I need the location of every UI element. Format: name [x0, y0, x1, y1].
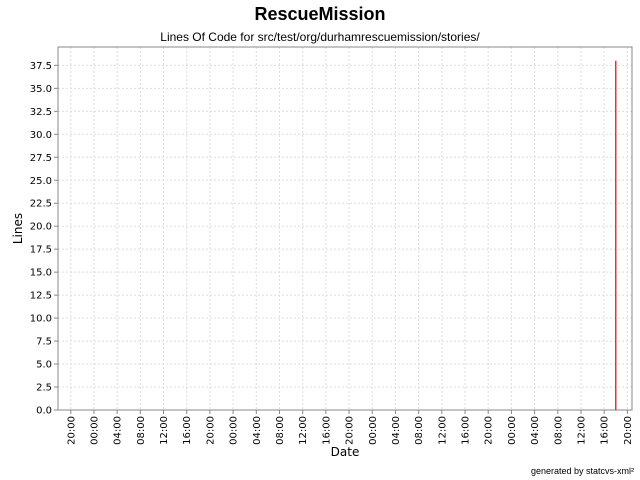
x-tick-label: 20:00	[623, 416, 634, 445]
y-axis-label: Lines	[11, 213, 25, 244]
grid-lines	[58, 47, 632, 411]
x-tick-label: 04:00	[113, 416, 124, 445]
x-tick-label: 08:00	[414, 416, 425, 445]
y-tick-label: 30.0	[30, 130, 52, 141]
x-tick-label: 16:00	[461, 416, 472, 445]
y-tick-label: 17.5	[30, 245, 52, 256]
chart-subtitle: Lines Of Code for src/test/org/durhamres…	[160, 30, 480, 44]
x-tick-label: 12:00	[159, 416, 170, 445]
x-tick-label: 16:00	[321, 416, 332, 445]
y-tick-label: 10.0	[30, 314, 52, 325]
x-axis: 20:00 00:00 04:00 08:00 12:00 16:00 20:00 00:00…	[66, 410, 634, 445]
y-tick-label: 25.0	[30, 176, 52, 187]
y-tick-label: 20.0	[30, 222, 52, 233]
y-tick-label: 22.5	[30, 199, 52, 210]
x-tick-label: 04:00	[391, 416, 402, 445]
chart-title: RescueMission	[254, 4, 386, 24]
x-tick-label: 04:00	[530, 416, 541, 445]
x-tick-label: 20:00	[66, 416, 77, 445]
y-tick-label: 0.0	[36, 406, 52, 417]
y-tick-label: 12.5	[30, 291, 52, 302]
x-tick-label: 20:00	[484, 416, 495, 445]
plot-area	[57, 46, 633, 411]
x-tick-label: 12:00	[437, 416, 448, 445]
x-tick-label: 08:00	[553, 416, 564, 445]
x-tick-label: 00:00	[89, 416, 100, 445]
y-tick-label: 32.5	[30, 107, 52, 118]
x-tick-label: 00:00	[507, 416, 518, 445]
y-tick-label: 37.5	[30, 61, 52, 72]
x-tick-label: 08:00	[275, 416, 286, 445]
x-tick-label: 12:00	[298, 416, 309, 445]
x-axis-label: Date	[331, 445, 360, 459]
y-tick-label: 7.5	[36, 337, 52, 348]
x-tick-label: 00:00	[368, 416, 379, 445]
x-tick-label: 16:00	[182, 416, 193, 445]
x-tick-label: 04:00	[252, 416, 263, 445]
x-tick-label: 20:00	[205, 416, 216, 445]
y-axis: 0.0 2.5 5.0 7.5 10.0 12.5 15.0 17.5 20.0 22.5 25.0…	[30, 61, 58, 417]
x-tick-label: 16:00	[600, 416, 611, 445]
x-tick-label: 08:00	[136, 416, 147, 445]
generator-credit: generated by statcvs-xml²	[530, 466, 634, 476]
y-tick-label: 15.0	[30, 268, 52, 279]
y-tick-label: 35.0	[30, 84, 52, 95]
y-tick-label: 2.5	[36, 383, 52, 394]
x-tick-label: 12:00	[576, 416, 587, 445]
y-tick-label: 5.0	[36, 360, 52, 371]
y-tick-label: 27.5	[30, 153, 52, 164]
x-tick-label: 20:00	[345, 416, 356, 445]
x-tick-label: 00:00	[229, 416, 240, 445]
